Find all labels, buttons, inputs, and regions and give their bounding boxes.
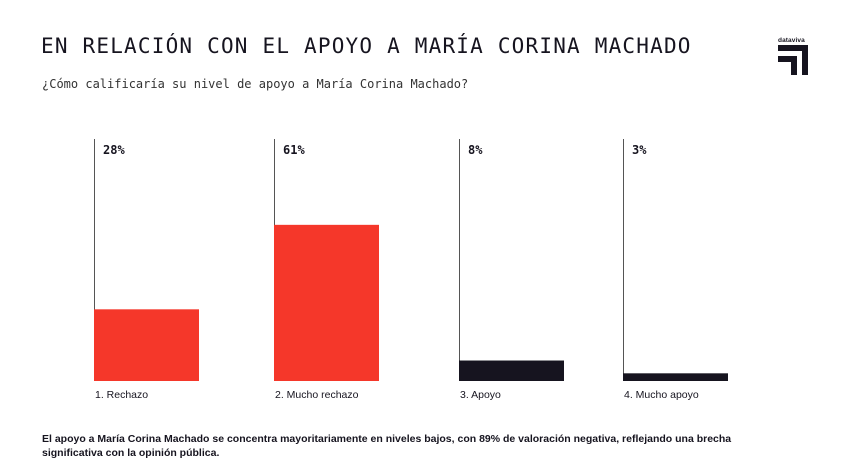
category-label: 4. Mucho apoyo [624, 389, 699, 401]
chart-subtitle: ¿Cómo calificaría su nivel de apoyo a Ma… [42, 77, 469, 91]
category-label: 1. Rechazo [95, 389, 148, 401]
bar-1 [94, 309, 199, 381]
chart-footnote: El apoyo a María Corina Machado se conce… [42, 433, 732, 459]
bar-2 [274, 224, 379, 381]
bar-value-label: 61% [283, 143, 305, 157]
logo-mark-icon [778, 45, 808, 75]
chart-title: EN RELACIÓN CON EL APOYO A MARÍA CORINA … [41, 34, 692, 58]
bar-value-label: 8% [468, 143, 483, 157]
bar-value-label: 28% [103, 143, 125, 157]
bar-3 [459, 360, 564, 381]
bar-4 [623, 373, 728, 381]
bar-value-label: 3% [632, 143, 647, 157]
dataviva-logo: dataviva [778, 37, 808, 77]
logo-wordmark: dataviva [778, 37, 805, 44]
category-label: 2. Mucho rechazo [275, 389, 359, 401]
category-label: 3. Apoyo [460, 389, 501, 401]
